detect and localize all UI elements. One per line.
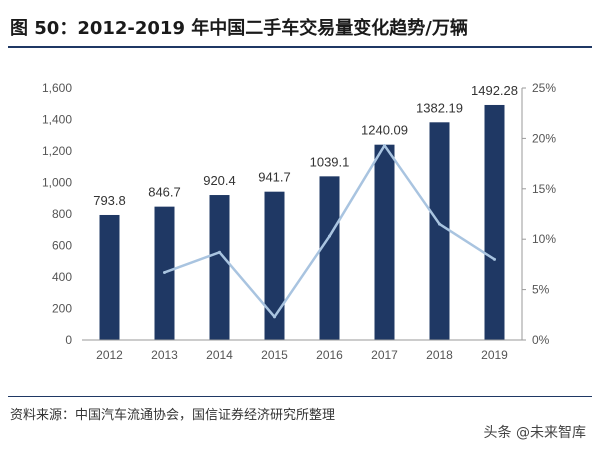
data-labels: 793.8 846.7 920.4 941.7 1039.1 1240.09 1382.19…	[93, 83, 518, 208]
chart-title: 图 50：2012-2019 年中国二手车交易量变化趋势/万辆	[10, 18, 468, 39]
x-tick-label: 2013	[151, 348, 178, 362]
x-tick-label: 2015	[261, 348, 288, 362]
left-tick-label: 1,600	[42, 81, 72, 95]
bar	[374, 144, 395, 340]
right-tick-label: 20%	[532, 131, 556, 145]
bar	[429, 122, 450, 340]
x-tick-label: 2014	[206, 348, 233, 362]
growth-line	[163, 143, 496, 319]
growth-point	[328, 234, 331, 238]
right-tick-label: 25%	[532, 81, 556, 95]
bar	[99, 214, 120, 340]
right-tick-label: 5%	[532, 283, 550, 297]
growth-point	[163, 270, 166, 274]
growth-point	[383, 143, 386, 147]
x-axis: 2012 2013 2014 2015 2016 2017 2018 2019	[82, 339, 522, 362]
bar-value-label: 793.8	[93, 193, 126, 208]
bar-value-label: 941.7	[258, 170, 291, 185]
bar	[484, 104, 505, 340]
chart-area: 0 200 400 600 800 1,000 1,200 1,400 1,600 0% 5% 10…	[42, 81, 556, 362]
left-tick-label: 400	[52, 270, 72, 284]
right-tick-label: 15%	[532, 182, 556, 196]
x-tick-label: 2016	[316, 348, 343, 362]
growth-point	[438, 222, 441, 226]
left-tick-label: 800	[52, 207, 72, 221]
bar-value-label: 846.7	[148, 185, 181, 200]
bar	[264, 191, 285, 340]
growth-point	[273, 315, 276, 319]
bar-value-label: 1240.09	[361, 123, 408, 138]
right-axis: 0% 5% 10% 15% 20% 25%	[521, 81, 556, 347]
source-note: 资料来源：中国汽车流通协会，国信证券经济研究所整理	[10, 408, 336, 423]
bars	[99, 104, 505, 340]
watermark: 头条 @未来智库	[483, 425, 586, 441]
title-rule	[8, 46, 592, 48]
growth-point	[218, 250, 221, 254]
bar-value-label: 1492.28	[471, 83, 518, 98]
growth-point	[493, 257, 496, 261]
bar-value-label: 1382.19	[416, 100, 463, 115]
left-tick-label: 200	[52, 302, 72, 316]
x-tick-label: 2012	[96, 348, 123, 362]
bar-value-label: 920.4	[203, 173, 236, 188]
bar	[209, 195, 230, 340]
left-tick-label: 600	[52, 239, 72, 253]
x-tick-label: 2018	[426, 348, 453, 362]
bar	[319, 176, 340, 340]
right-tick-label: 10%	[532, 232, 556, 246]
left-tick-label: 0	[65, 333, 72, 347]
left-tick-label: 1,000	[42, 176, 72, 190]
x-tick-label: 2019	[481, 348, 508, 362]
left-tick-label: 1,200	[42, 144, 72, 158]
left-axis: 0 200 400 600 800 1,000 1,200 1,400 1,600	[42, 81, 72, 347]
source-rule	[8, 396, 592, 397]
bar-value-label: 1039.1	[310, 154, 350, 169]
left-tick-label: 1,400	[42, 113, 72, 127]
right-tick-label: 0%	[532, 333, 550, 347]
x-tick-label: 2017	[371, 348, 398, 362]
